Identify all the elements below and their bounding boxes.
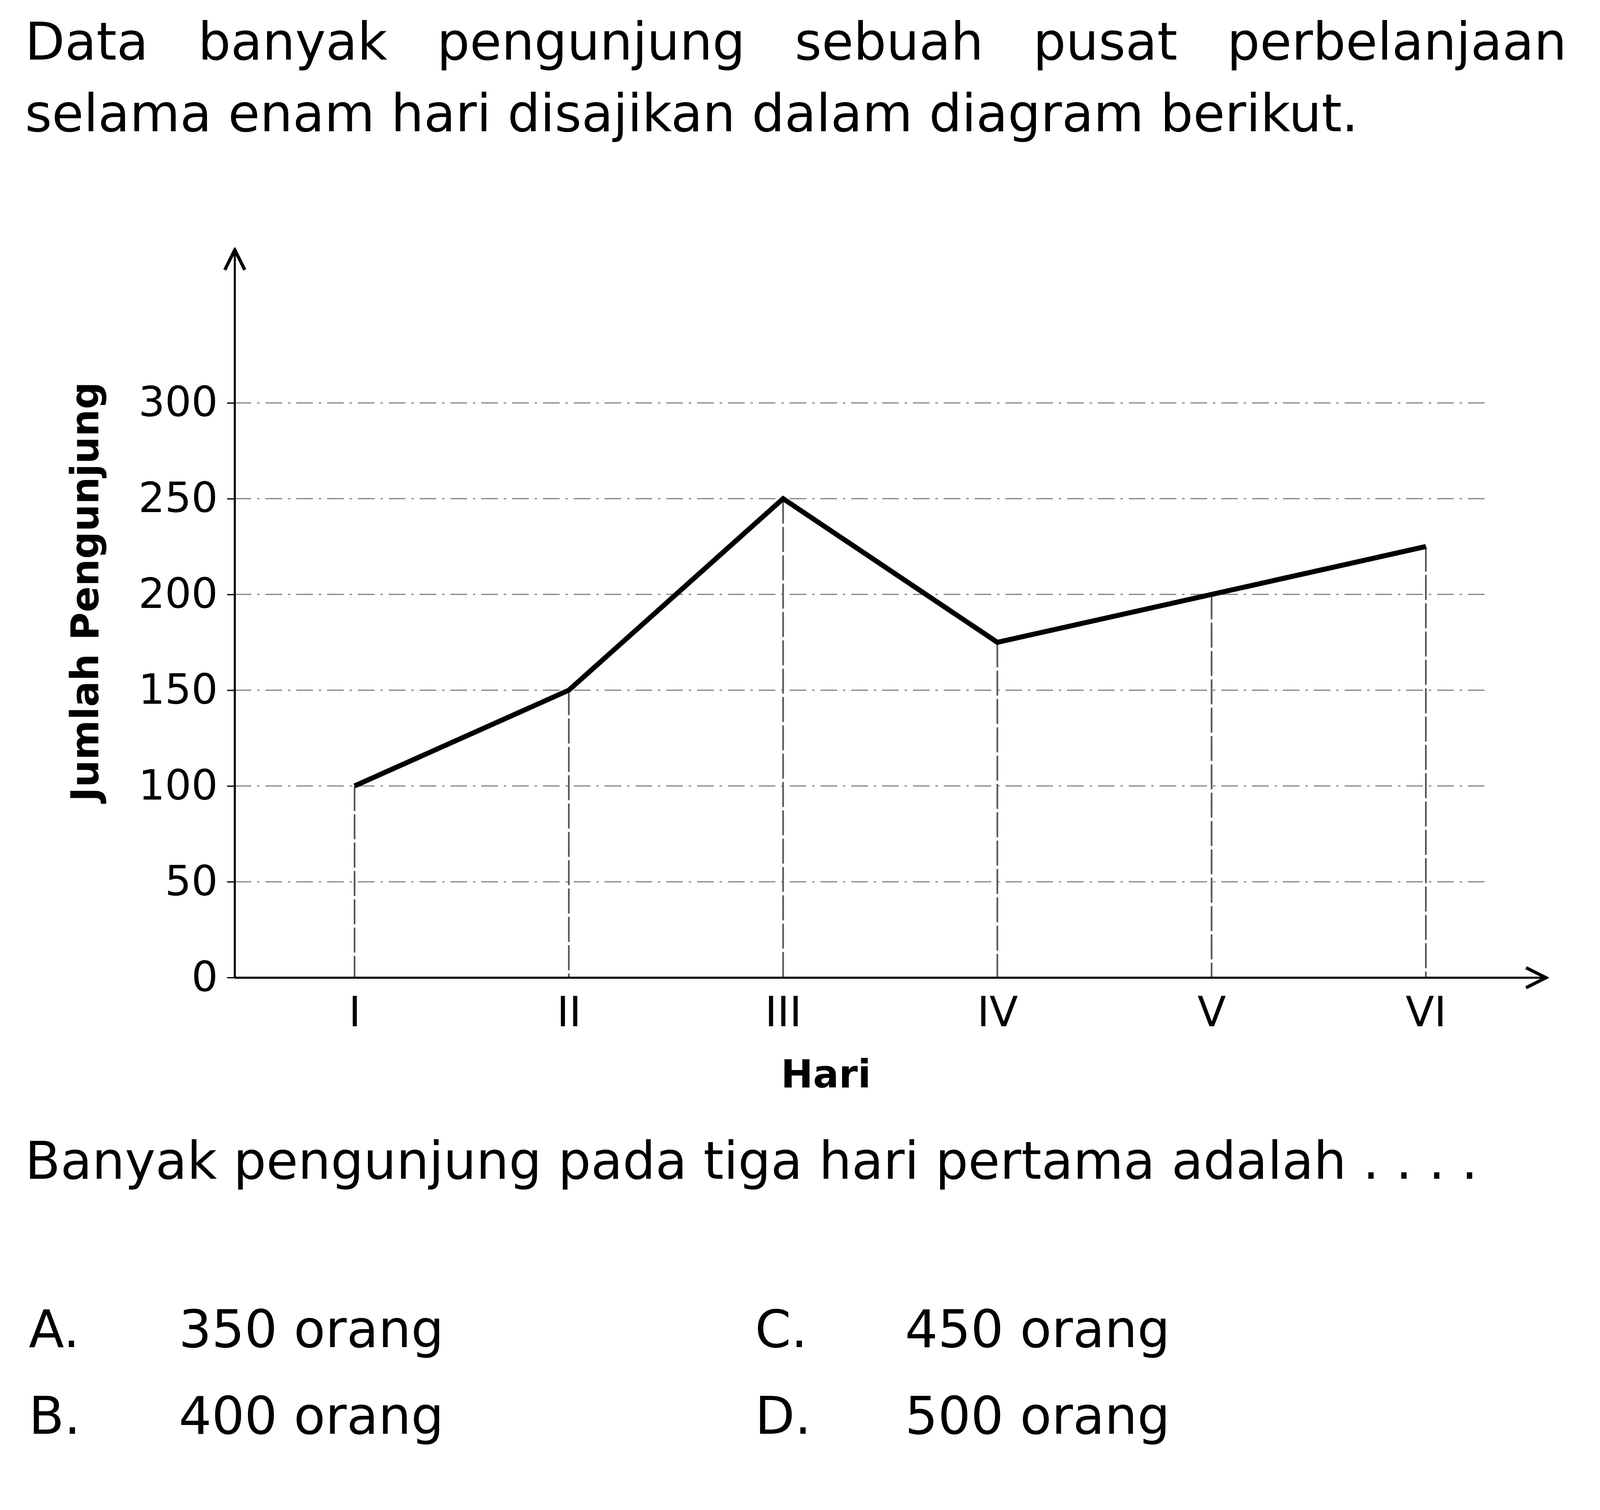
y-tick: 200 xyxy=(138,569,235,618)
chart: 050100150200250300IIIIIIIVVVIHariJumlah … xyxy=(0,0,1600,1510)
drop-line xyxy=(1210,594,1213,978)
y-tick-mark xyxy=(227,977,235,979)
drop-line xyxy=(782,498,784,978)
x-tick-label: III xyxy=(765,987,802,1037)
y-tick: 50 xyxy=(165,856,235,906)
y-tick-label: 100 xyxy=(138,760,218,810)
x-tick: III xyxy=(765,977,802,1037)
y-axis-line xyxy=(233,250,236,978)
marks xyxy=(354,498,1426,978)
y-tick-label: 50 xyxy=(165,856,218,906)
x-tick: VI xyxy=(1405,977,1447,1037)
y-tick-mark xyxy=(227,689,235,691)
x-tick: V xyxy=(1197,977,1226,1037)
y-axis: 0 50 100 150 200 250 300 xyxy=(138,250,235,1002)
y-tick: 100 xyxy=(138,760,235,810)
option-text: 350 orang xyxy=(178,1299,444,1360)
y-tick: 0 xyxy=(191,952,235,1002)
option-letter: B. xyxy=(28,1385,81,1446)
y-axis-title: Jumlah Pengunjung xyxy=(62,381,108,804)
grid-line xyxy=(234,593,1485,595)
y-tick-label: 250 xyxy=(138,473,218,523)
grid-line xyxy=(234,881,1485,883)
x-axis-line xyxy=(235,976,1547,979)
grid-line xyxy=(234,785,1485,787)
y-tick-label: 300 xyxy=(138,377,218,427)
grid-line xyxy=(234,689,1485,691)
y-tick-mark xyxy=(227,498,235,500)
x-tick: I xyxy=(348,977,362,1037)
grid xyxy=(234,402,1485,882)
x-tick-label: VI xyxy=(1405,987,1447,1037)
option-text: 450 orang xyxy=(905,1299,1170,1360)
y-tick-label: 0 xyxy=(191,952,218,1002)
x-tick-label: V xyxy=(1197,987,1226,1037)
option-text: 500 orang xyxy=(905,1385,1170,1446)
drop-line xyxy=(1425,546,1427,978)
drop-line xyxy=(996,642,999,978)
option-letter: D. xyxy=(755,1385,812,1446)
x-tick: II xyxy=(556,977,582,1037)
y-tick: 300 xyxy=(138,377,235,427)
x-axis-title: Hari xyxy=(780,1052,871,1097)
x-tick-label: I xyxy=(348,987,362,1037)
x-tick-label: II xyxy=(556,987,582,1037)
y-tick: 150 xyxy=(138,665,235,714)
drop-line xyxy=(567,690,570,978)
option-letter: A. xyxy=(28,1299,80,1360)
y-tick-mark xyxy=(227,594,235,596)
y-tick-label: 200 xyxy=(138,569,218,618)
x-tick: IV xyxy=(977,977,1018,1037)
option-letter: C. xyxy=(755,1299,808,1360)
question-prompt: Banyak pengunjung pada tiga hari pertama… xyxy=(25,1125,1567,1197)
grid-line xyxy=(234,402,1485,404)
drop-line xyxy=(353,785,356,978)
question-intro: Data banyak pengunjung sebuah pusat perb… xyxy=(25,5,1567,150)
x-tick-label: IV xyxy=(977,987,1018,1037)
y-tick-mark xyxy=(227,402,235,404)
y-tick: 250 xyxy=(138,473,235,523)
grid-line xyxy=(234,497,1485,500)
y-tick-mark xyxy=(227,881,235,883)
y-tick-label: 150 xyxy=(138,665,218,714)
data-line xyxy=(354,498,1426,787)
x-axis: IIIIIIIVVVI xyxy=(235,977,1547,1037)
y-tick-mark xyxy=(227,785,235,787)
option-text: 400 orang xyxy=(178,1385,444,1446)
